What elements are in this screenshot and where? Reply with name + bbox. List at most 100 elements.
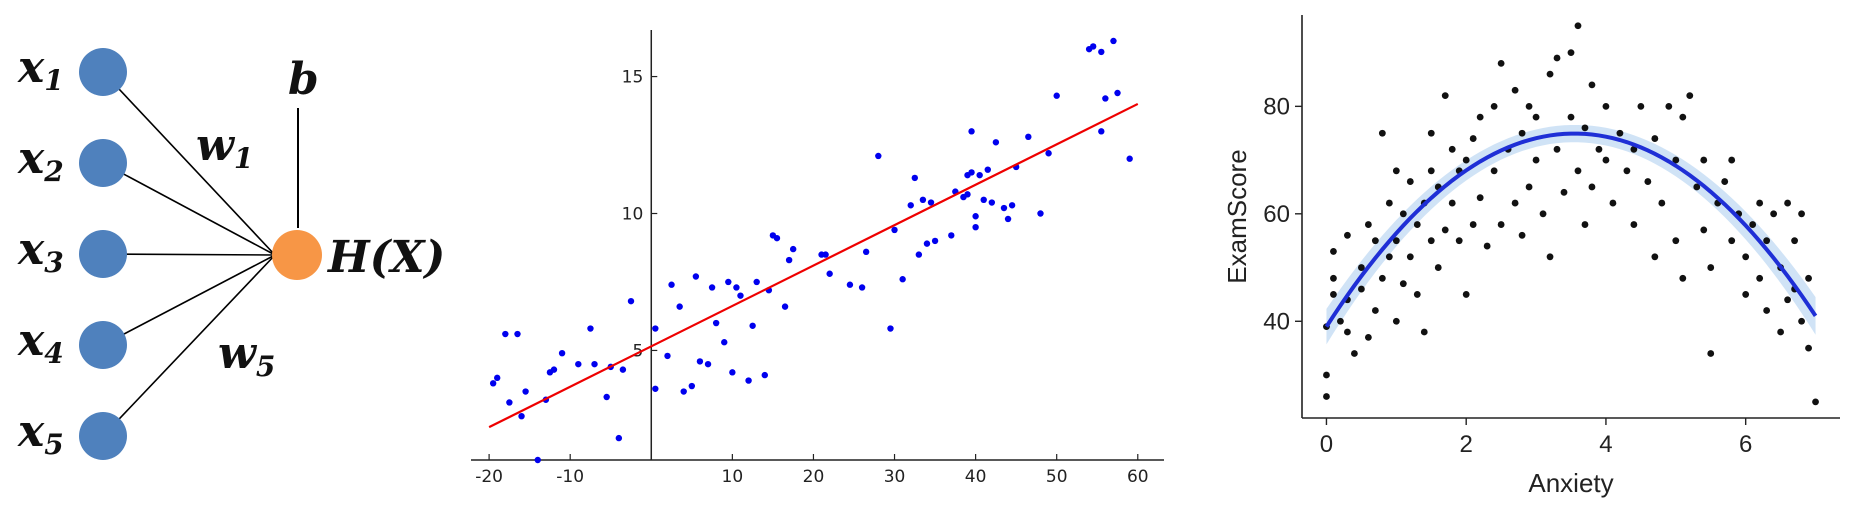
chart1-point (761, 371, 768, 379)
chart1-point (737, 292, 744, 299)
input-label-x1: x1 (17, 42, 64, 97)
chart2-point (1679, 113, 1687, 121)
chart2-point (1553, 145, 1561, 153)
chart2-point (1546, 253, 1554, 261)
chart2-point (1595, 145, 1603, 153)
chart2-point (1672, 237, 1680, 245)
linear-regression-chart: -20 -10 10 20 30 40 50 60 5 10 15 (471, 30, 1164, 487)
chart2-point (1812, 398, 1819, 406)
chart1-point (1008, 202, 1016, 209)
input-node-x3 (79, 230, 127, 278)
chart2-point (1330, 291, 1337, 298)
chart2-point (1323, 371, 1330, 379)
chart2-points (1323, 22, 1819, 406)
chart1-point (721, 339, 728, 346)
chart2-point (1344, 231, 1351, 239)
chart1-y-tick-label: 5 (632, 341, 643, 361)
chart2-point (1330, 274, 1337, 282)
chart2-point (1721, 178, 1729, 185)
chart2-point (1364, 221, 1372, 228)
chart2-point (1770, 210, 1778, 218)
chart1-point (591, 360, 598, 368)
chart1-point (712, 319, 720, 327)
output-node (272, 230, 322, 280)
chart2-point (1532, 113, 1540, 121)
chart2-point (1462, 156, 1470, 164)
chart1-x-tick-label: 10 (722, 467, 744, 487)
chart1-point (489, 380, 497, 387)
chart2-point (1441, 92, 1449, 99)
chart1-point (664, 352, 671, 360)
chart2-point (1651, 253, 1659, 261)
chart2-point (1469, 135, 1477, 142)
chart1-point (692, 273, 700, 280)
chart2-point (1476, 113, 1484, 121)
chart2-point (1337, 317, 1344, 325)
chart2-point (1497, 221, 1505, 228)
chart2-point (1385, 253, 1393, 261)
edge-x3 (102, 253, 276, 256)
chart2-point (1392, 317, 1400, 325)
chart2-point (1791, 237, 1798, 245)
chart1-point (704, 360, 712, 368)
chart2-point (1588, 183, 1596, 191)
input-label-x5: x5 (17, 406, 64, 461)
chart1-point (676, 303, 683, 310)
input-label-x2: x2 (17, 133, 64, 188)
chart1-point (688, 382, 696, 390)
chart1-point (992, 139, 1000, 146)
chart2-point (1323, 393, 1330, 400)
chart2-point (1378, 274, 1386, 282)
chart2-confidence-band (1326, 124, 1816, 345)
chart2-point (1406, 178, 1414, 185)
chart1-point (615, 434, 623, 442)
chart1-point (514, 330, 521, 338)
chart1-point (980, 196, 987, 204)
chart2-point (1483, 242, 1491, 250)
chart1-x-tick-label: -20 (475, 467, 503, 487)
chart2-point (1644, 178, 1652, 185)
input-label-x3: x3 (17, 224, 64, 279)
chart2-point (1364, 334, 1372, 341)
chart1-point (550, 366, 558, 373)
edge-x4 (102, 254, 276, 346)
chart1-point (652, 325, 659, 332)
chart1-point (899, 276, 906, 283)
chart2-point (1700, 226, 1708, 234)
chart1-point (773, 234, 781, 242)
chart1-point (968, 169, 975, 176)
chart1-fit-line (488, 102, 1139, 429)
chart2-point (1392, 237, 1400, 245)
chart2-point (1448, 145, 1456, 153)
chart2-point (1742, 291, 1750, 298)
chart2-point (1441, 226, 1449, 234)
chart1-x-tick-label: -10 (556, 467, 584, 487)
chart1-point (1025, 133, 1032, 141)
chart2-point (1581, 221, 1589, 228)
chart2-ticks: 0 2 4 6 40 60 80 (1263, 93, 1752, 458)
chart1-point (696, 358, 704, 365)
chart2-point (1693, 183, 1701, 191)
chart2-point (1371, 307, 1379, 314)
chart2-point (1756, 199, 1764, 207)
chart1-point (494, 374, 501, 382)
chart2-point (1616, 129, 1624, 137)
chart1-point (1098, 48, 1105, 56)
chart2-point (1749, 221, 1757, 228)
chart1-point (1114, 89, 1121, 97)
input-nodes (79, 48, 127, 460)
chart1-points (489, 37, 1133, 464)
chart2-point (1378, 129, 1386, 137)
chart2-point (1637, 102, 1645, 110)
chart1-point (919, 196, 927, 204)
chart1-y-tick-label: 10 (622, 205, 644, 225)
chart1-point (846, 281, 854, 288)
neuron-edges (102, 71, 276, 437)
chart2-point (1665, 102, 1673, 110)
chart2-point (1777, 328, 1785, 336)
input-node-x4 (79, 321, 127, 369)
chart2-point (1805, 274, 1812, 282)
quadratic-fit-chart: 0 2 4 6 40 60 80 Anxiety ExamScore (1222, 15, 1840, 498)
chart1-point (1098, 128, 1105, 135)
chart1-point (972, 223, 979, 231)
